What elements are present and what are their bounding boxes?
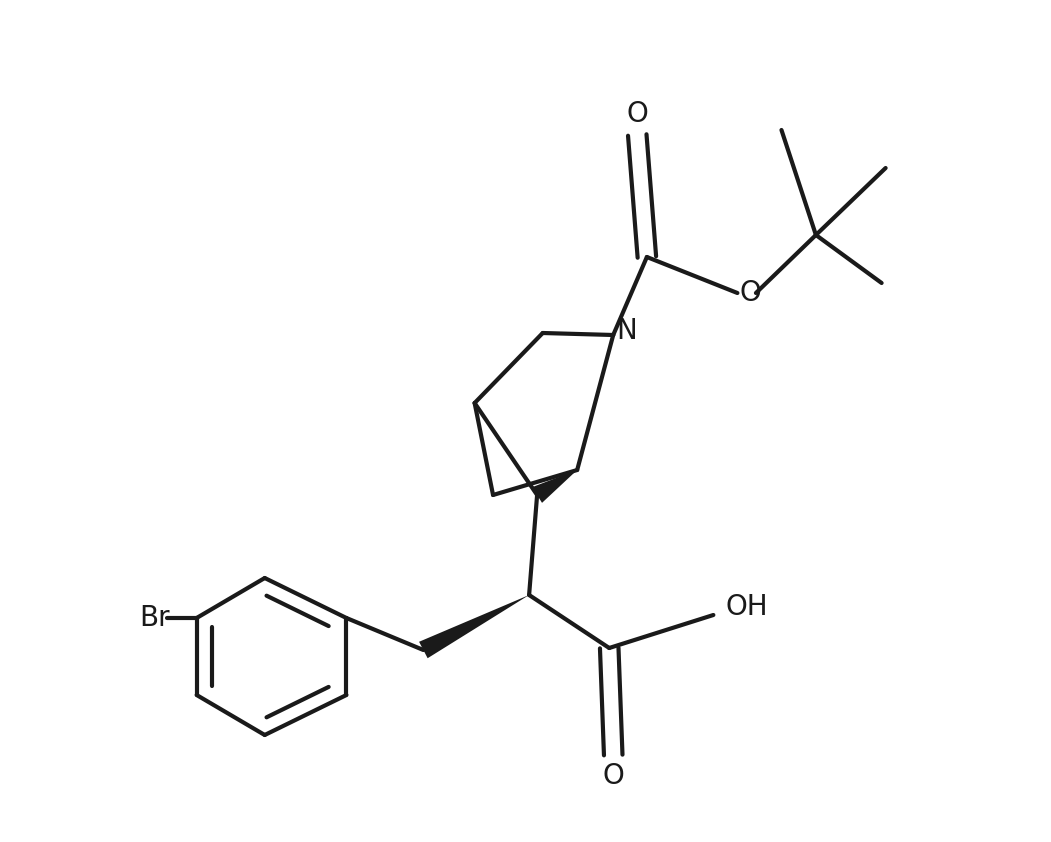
Text: O: O xyxy=(602,762,624,790)
Polygon shape xyxy=(419,595,529,658)
Text: O: O xyxy=(626,100,648,128)
Text: OH: OH xyxy=(726,593,768,621)
Text: Br: Br xyxy=(140,604,170,632)
Polygon shape xyxy=(532,470,577,503)
Text: N: N xyxy=(616,317,637,344)
Text: O: O xyxy=(739,279,761,307)
